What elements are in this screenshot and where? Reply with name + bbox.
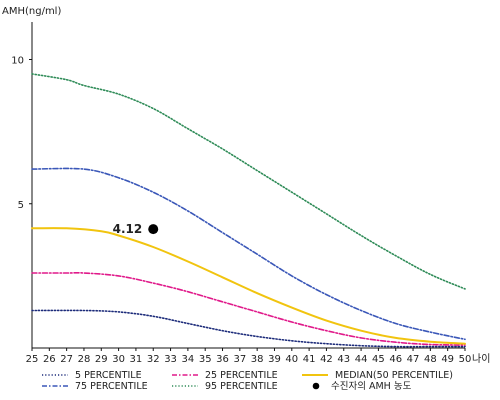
x-tick-label: 41 xyxy=(303,354,316,365)
series-line-25-percentile xyxy=(31,271,466,346)
chart-axes: 25 26 27 28 29 30 31 32 33 34 35 36 37 38 39 40 41 42 43 44… xyxy=(11,22,471,365)
patient-amh-point xyxy=(148,224,159,235)
x-tick-label: 35 xyxy=(199,354,212,365)
x-tick-label: 48 xyxy=(424,354,437,365)
x-tick-label: 37 xyxy=(233,354,246,365)
x-tick-label: 47 xyxy=(407,354,420,365)
x-tick-label: 25 xyxy=(26,354,39,365)
x-tick-label: 50 xyxy=(459,354,472,365)
x-tick-label: 29 xyxy=(95,354,108,365)
x-tick-label: 30 xyxy=(112,354,125,365)
x-tick-label: 40 xyxy=(285,354,298,365)
series-line-median-50-percentile xyxy=(31,227,466,345)
x-tick-label: 26 xyxy=(43,354,56,365)
legend-label: 수진자의 AMH 농도 xyxy=(331,381,412,392)
legend-label: 25 PERCENTILE xyxy=(205,370,278,381)
x-tick-label: 43 xyxy=(337,354,350,365)
x-tick-label: 45 xyxy=(372,354,385,365)
x-tick-label: 36 xyxy=(216,354,229,365)
x-tick-label: 39 xyxy=(268,354,281,365)
y-tick-label: 5 xyxy=(18,200,24,211)
series-line-95-percentile xyxy=(31,73,466,290)
legend-label: 5 PERCENTILE xyxy=(75,370,142,381)
x-tick-label: 28 xyxy=(78,354,91,365)
x-tick-label: 38 xyxy=(251,354,264,365)
x-tick-label: 27 xyxy=(60,354,73,365)
x-tick-label: 46 xyxy=(389,354,402,365)
series-layer xyxy=(31,73,466,348)
y-tick-label: 10 xyxy=(11,56,24,67)
y-axis-label: AMH(ng/ml) xyxy=(2,6,61,17)
series-line-75-percentile xyxy=(31,167,466,341)
x-tick-label: 44 xyxy=(355,354,368,365)
x-axis-label: 나이 xyxy=(472,353,490,365)
x-tick-label: 34 xyxy=(182,354,195,365)
x-tick-label: 42 xyxy=(320,354,333,365)
legend-label: 75 PERCENTILE xyxy=(75,381,148,392)
legend-label: 95 PERCENTILE xyxy=(205,381,278,392)
x-tick-label: 31 xyxy=(130,354,143,365)
x-tick-label: 32 xyxy=(147,354,160,365)
legend-label: MEDIAN(50 PERCENTILE) xyxy=(335,370,453,381)
x-tick-label: 33 xyxy=(164,354,177,365)
x-tick-label: 49 xyxy=(441,354,454,365)
patient-amh-value-label: 4.12 xyxy=(113,222,143,236)
series-line-5-percentile xyxy=(31,309,466,348)
patient-point-layer: 4.12 xyxy=(113,222,159,236)
legend-point-marker xyxy=(312,382,320,390)
